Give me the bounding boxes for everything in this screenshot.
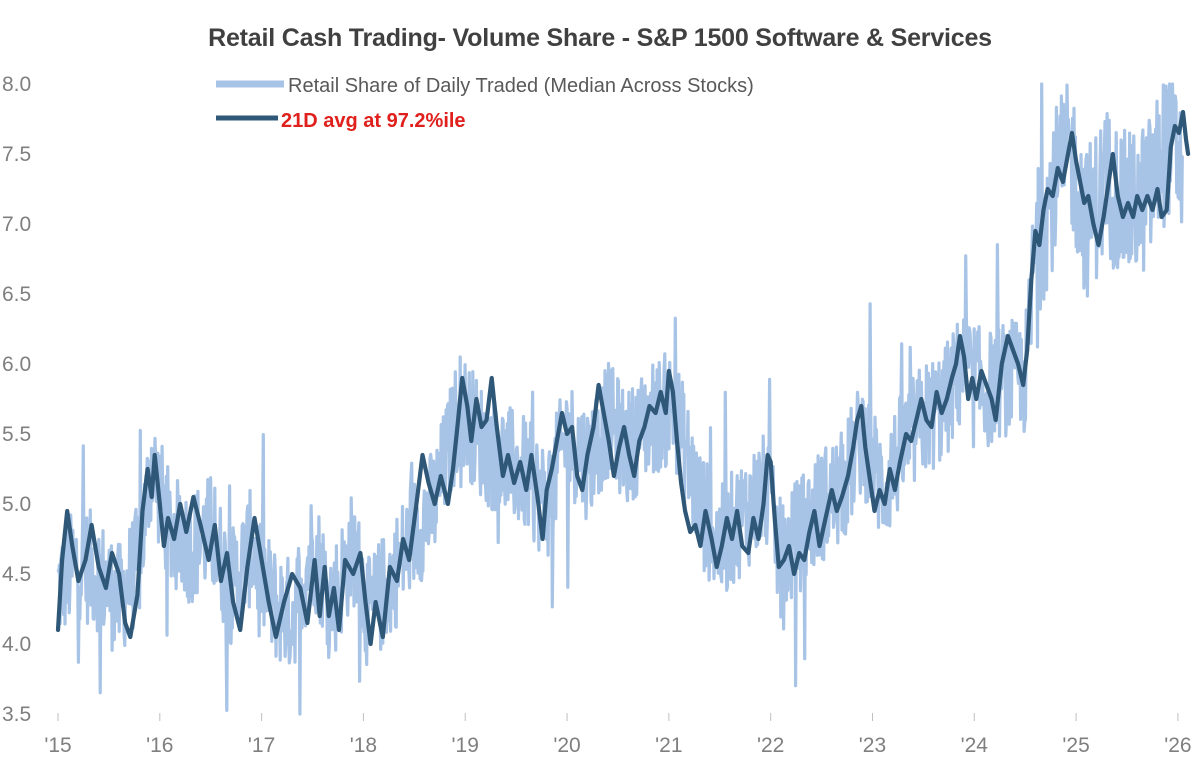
y-tick-label: 6.0 [2,353,31,376]
y-tick-label: 4.5 [2,563,31,586]
x-tick-label: '21 [655,734,682,757]
y-tick-label: 7.0 [2,213,31,236]
x-tick-label: '24 [961,734,989,757]
x-tick-label: '16 [146,734,173,757]
legend-avg-label: 21D avg at 97.2%ile [281,110,466,132]
x-tick-label: '22 [757,734,784,757]
daily-series-line [56,82,1184,716]
x-axis: '15 '16 '17 '18 '19 '20 '21 '22 '23 '24 '25 '26 [44,713,1192,757]
x-tick-label: '23 [859,734,886,757]
avg-series-line [55,109,1191,647]
x-tick-label: '18 [350,734,377,757]
avg-series-layer [55,109,1191,647]
x-tick-label: '17 [248,734,275,757]
y-tick-label: 4.0 [2,633,31,656]
legend-daily-label: Retail Share of Daily Traded (Median Acr… [288,75,754,97]
y-tick-label: 3.5 [2,703,31,726]
legend: Retail Share of Daily Traded (Median Acr… [216,75,754,132]
y-tick-label: 5.5 [2,423,31,446]
y-tick-label: 5.0 [2,493,31,516]
x-tick-label: '25 [1062,734,1089,757]
x-tick-label: '15 [44,734,71,757]
x-tick-label: '20 [553,734,580,757]
y-tick-label: 7.5 [2,143,31,166]
y-tick-label: 6.5 [2,283,31,306]
daily-series-layer [56,82,1184,716]
x-tick-label: '19 [452,734,479,757]
y-tick-label: 8.0 [2,73,31,96]
x-tick-label: '26 [1164,734,1191,757]
chart-title: Retail Cash Trading- Volume Share - S&P … [208,24,992,52]
y-axis: 3.5 4.0 4.5 5.0 5.5 6.0 6.5 7.0 7.5 8.0 [2,73,31,726]
